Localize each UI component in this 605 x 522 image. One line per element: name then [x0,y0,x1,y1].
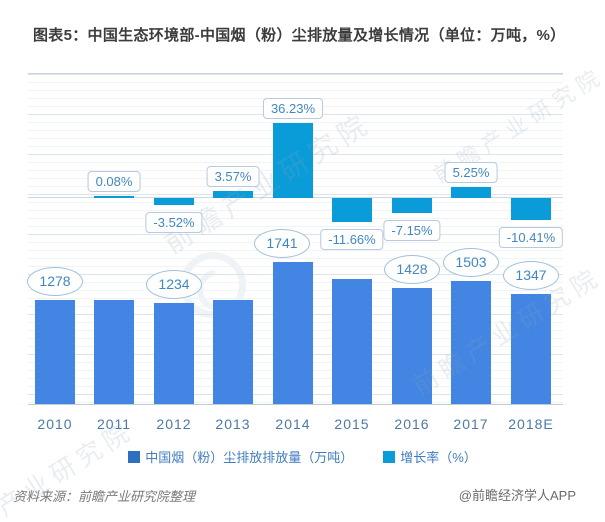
emission-bar-2016 [392,288,432,404]
x-axis-label-2018E: 2018E [508,416,554,432]
growth-bar-2013 [213,191,253,198]
emission-value-label-2017: 1503 [443,248,499,277]
growth-value-label-2012: -3.52% [145,212,203,233]
emission-bar-2013 [213,300,253,404]
source-note: 资料来源：前瞻产业研究院整理 [13,489,196,504]
growth-value-label-2011: 0.08% [87,171,141,192]
growth-bar-2014 [273,123,313,198]
x-axis-label-2013: 2013 [215,416,251,432]
x-axis-label-2016: 2016 [394,416,430,432]
x-axis-label-2015: 2015 [334,416,370,432]
legend-item-emissions: 中国烟（粉）尘排放排放量（万吨） [128,447,353,466]
growth-value-label-2016: -7.15% [383,220,441,241]
growth-bar-2017 [451,187,491,198]
growth-bar-2012 [154,198,194,205]
growth-legend-label: 增长率（%） [400,450,477,465]
emission-bar-2010 [35,300,75,404]
plot-area: 1278 2010 0.08% 2011 1234 -3.52% 2012 3.57% 2013… [27,73,564,432]
emission-bar-2015 [332,279,372,404]
chart-title: 图表5：中国生态环境部-中国烟（粉）尘排放量及增长情况（单位：万吨，%） [33,27,566,44]
credit-note: @前瞻经济学人APP [458,488,576,503]
emission-value-label-2016: 1428 [384,255,440,284]
x-axis-label-2017: 2017 [453,416,489,432]
growth-bar-2011 [94,196,134,198]
x-axis-label-2012: 2012 [156,416,192,432]
emission-bar-2014 [273,262,313,404]
x-axis-label-2014: 2014 [275,416,311,432]
growth-bar-2016 [392,198,432,213]
emission-bar-2011 [94,300,134,404]
x-axis-label-2011: 2011 [96,416,132,432]
emission-value-label-2014: 1741 [254,229,310,258]
growth-bar-2018E [511,198,551,220]
growth-value-label-2013: 3.57% [206,166,260,187]
growth-bar-2015 [332,198,372,222]
growth-value-label-2014: 36.23% [262,98,324,119]
growth-value-label-2015: -11.66% [320,229,384,250]
emission-bar-2018E [511,294,551,404]
legend-item-growth: 增长率（%） [383,447,477,466]
legend: 中国烟（粉）尘排放排放量（万吨） 增长率（%） [0,447,605,466]
emission-value-label-2012: 1234 [146,270,202,299]
growth-value-label-2018E: -10.41% [498,227,564,248]
growth-legend-swatch-icon [383,450,396,463]
emission-bar-2012 [154,303,194,404]
growth-value-label-2017: 5.25% [444,162,498,183]
x-axis-label-2010: 2010 [37,416,73,432]
emission-bar-2017 [451,281,491,404]
emissions-legend-swatch-icon [128,450,141,463]
emission-value-label-2018E: 1347 [503,261,559,290]
emissions-legend-label: 中国烟（粉）尘排放排放量（万吨） [145,450,354,465]
emission-value-label-2010: 1278 [27,267,83,296]
